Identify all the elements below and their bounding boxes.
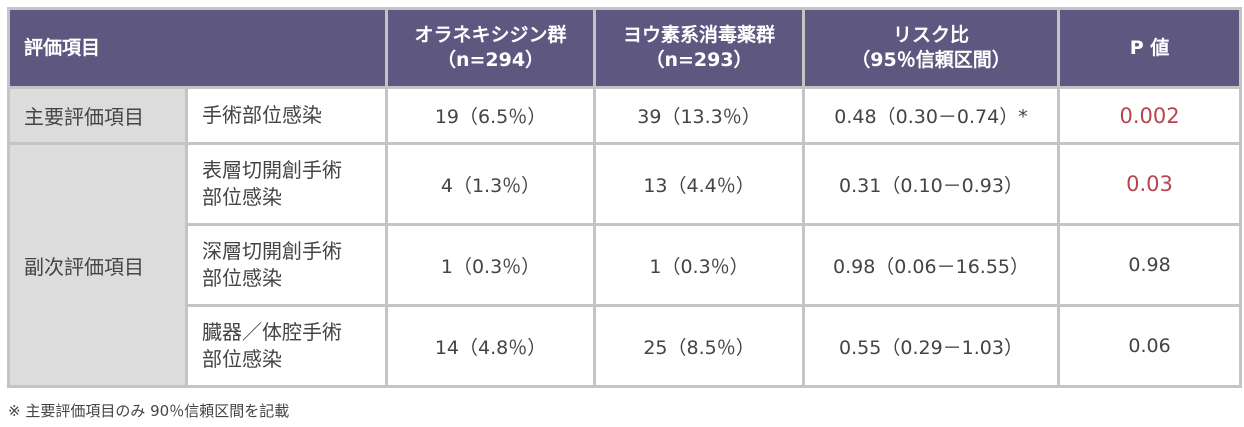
cell-risk-ratio: 0.55（0.29－1.03） <box>802 304 1061 388</box>
header-item: 評価項目 <box>6 7 389 89</box>
cell-olanexidine: 19（6.5％） <box>385 86 597 145</box>
row-name: 手術部位感染 <box>184 86 389 145</box>
cell-iodine: 25（8.5％） <box>593 304 806 388</box>
group-secondary: 副次評価項目 <box>7 142 188 388</box>
cell-iodine: 13（4.4％） <box>593 142 806 226</box>
cell-iodine: 1（0.3％） <box>593 223 806 307</box>
header-iodine: ヨウ素系消毒薬群 （n=293） <box>593 7 806 89</box>
table-row: 副次評価項目 表層切開創手術 部位感染 4（1.3％） 13（4.4％） 0.31… <box>7 142 1243 388</box>
cell-risk-ratio: 0.98（0.06－16.55） <box>802 223 1061 307</box>
table-row: 深層切開創手術 部位感染 1（0.3％） 1（0.3％） 0.98（0.06－16… <box>9 223 1243 307</box>
cell-olanexidine: 1（0.3％） <box>385 223 597 307</box>
footnote: ※ 主要評価項目のみ 90％信頼区間を記載 <box>8 402 290 420</box>
table-row: 主要評価項目 手術部位感染 19（6.5％） 39（13.3％） 0.48（0.… <box>7 86 1243 145</box>
cell-p-value: 0.06 <box>1057 304 1243 388</box>
header-risk-ratio: リスク比 （95％信頼区間） <box>802 7 1061 89</box>
table-row: 臓器／体腔手術 部位感染 14（4.8％） 25（8.5％） 0.55（0.29－… <box>9 304 1243 388</box>
cell-p-value: 0.03 <box>1057 142 1243 226</box>
header-row: 評価項目 オラネキシジン群 （n=294） ヨウ素系消毒薬群 （n=293） リスク… <box>6 7 1243 89</box>
row-name: 臓器／体腔手術 部位感染 <box>184 304 389 388</box>
group-primary: 主要評価項目 <box>7 86 188 145</box>
header-p-value: P 値 <box>1057 7 1243 89</box>
row-name: 表層切開創手術 部位感染 <box>184 142 389 226</box>
cell-p-value: 0.002 <box>1057 86 1243 145</box>
cell-olanexidine: 14（4.8％） <box>385 304 597 388</box>
cell-risk-ratio: 0.48（0.30－0.74）* <box>802 86 1061 145</box>
cell-iodine: 39（13.3％） <box>593 86 806 145</box>
header-olanexidine: オラネキシジン群 （n=294） <box>385 7 597 89</box>
results-table: 評価項目 オラネキシジン群 （n=294） ヨウ素系消毒薬群 （n=293） リスク… <box>6 7 1243 388</box>
cell-olanexidine: 4（1.3％） <box>385 142 597 226</box>
row-name: 深層切開創手術 部位感染 <box>184 223 389 307</box>
cell-p-value: 0.98 <box>1057 223 1243 307</box>
cell-risk-ratio: 0.31（0.10－0.93） <box>802 142 1061 226</box>
